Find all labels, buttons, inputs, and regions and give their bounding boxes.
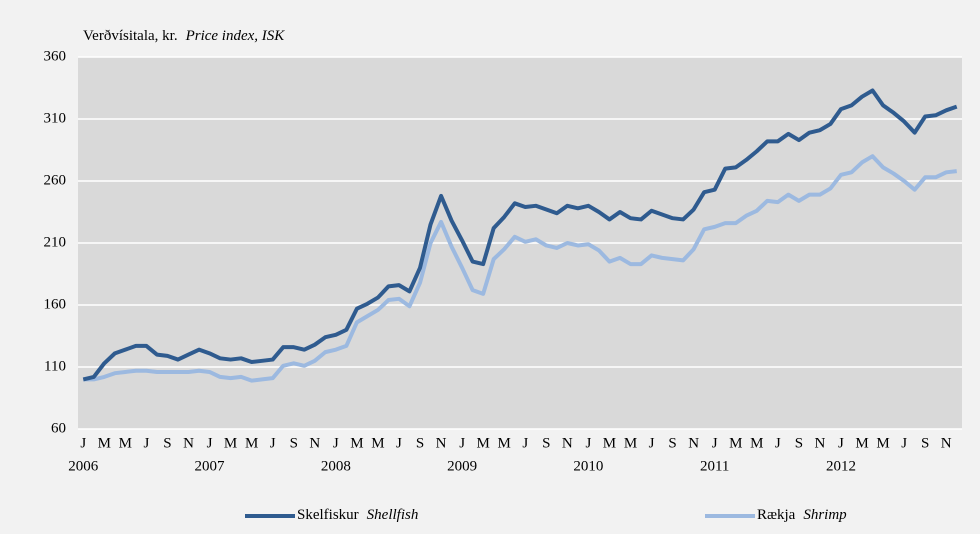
year-label: 2011 — [700, 458, 729, 474]
x-tick-label: J — [396, 435, 402, 451]
x-tick-label: J — [270, 435, 276, 451]
year-label: 2006 — [68, 458, 99, 474]
x-tick-label: S — [290, 435, 298, 451]
x-tick-label: M — [876, 435, 889, 451]
y-tick-label: 60 — [51, 420, 66, 436]
x-tick-label: N — [562, 435, 573, 451]
year-label: 2010 — [573, 458, 603, 474]
x-tick-label: J — [333, 435, 339, 451]
y-tick-label: 360 — [44, 48, 67, 64]
x-tick-label: M — [855, 435, 868, 451]
legend-label: Rækja Shrimp — [757, 507, 847, 523]
year-label: 2008 — [321, 458, 351, 474]
x-tick-label: N — [815, 435, 826, 451]
subtitle: Price index, ISK — [185, 28, 286, 44]
x-tick-label: M — [224, 435, 237, 451]
x-tick-label: N — [183, 435, 194, 451]
x-tick-label: J — [901, 435, 907, 451]
y-tick-label: 210 — [44, 234, 67, 250]
y-tick-label: 310 — [44, 110, 67, 126]
y-tick-label: 110 — [44, 358, 66, 374]
legend-name: Skelfiskur — [297, 507, 359, 523]
x-tick-label: M — [98, 435, 111, 451]
x-tick-label: J — [838, 435, 844, 451]
title: Verðvísitala, kr. — [83, 28, 178, 44]
series-line — [82, 88, 958, 382]
x-tick-label: J — [585, 435, 591, 451]
x-tick-label: J — [649, 435, 655, 451]
x-tick-label: M — [498, 435, 511, 451]
x-tick-label: N — [309, 435, 320, 451]
legend-name: Rækja — [757, 507, 796, 523]
x-tick-label: M — [245, 435, 258, 451]
x-tick-label: N — [941, 435, 952, 451]
legend-label: Skelfiskur Shellfish — [297, 507, 418, 523]
x-tick-label: M — [476, 435, 489, 451]
x-tick-label: M — [603, 435, 616, 451]
y-tick-label: 160 — [44, 296, 67, 312]
x-tick-label: S — [921, 435, 929, 451]
legend-name-en: Shrimp — [803, 507, 847, 523]
x-tick-label: S — [542, 435, 550, 451]
legend-name-en: Shellfish — [367, 507, 419, 523]
x-tick-label: M — [729, 435, 742, 451]
year-label: 2012 — [826, 458, 856, 474]
x-tick-label: M — [624, 435, 637, 451]
x-tick-label: M — [350, 435, 363, 451]
x-tick-label: J — [207, 435, 213, 451]
x-tick-label: N — [688, 435, 699, 451]
year-label: 2009 — [447, 458, 477, 474]
series-line — [83, 154, 957, 383]
x-tick-label: J — [459, 435, 465, 451]
x-tick-label: M — [750, 435, 763, 451]
x-tick-label: J — [775, 435, 781, 451]
year-label: 2007 — [195, 458, 226, 474]
x-tick-label: J — [80, 435, 86, 451]
x-tick-label: M — [371, 435, 384, 451]
x-tick-label: S — [795, 435, 803, 451]
x-tick-label: M — [119, 435, 132, 451]
x-tick-label: S — [416, 435, 424, 451]
x-tick-label: J — [712, 435, 718, 451]
x-tick-label: J — [522, 435, 528, 451]
y-tick-label: 260 — [44, 172, 67, 188]
x-tick-label: S — [163, 435, 171, 451]
chart-title: Verðvísitala, kr. Price index, ISK — [83, 28, 285, 44]
x-tick-label: N — [436, 435, 447, 451]
x-tick-label: J — [143, 435, 149, 451]
x-tick-label: S — [668, 435, 676, 451]
